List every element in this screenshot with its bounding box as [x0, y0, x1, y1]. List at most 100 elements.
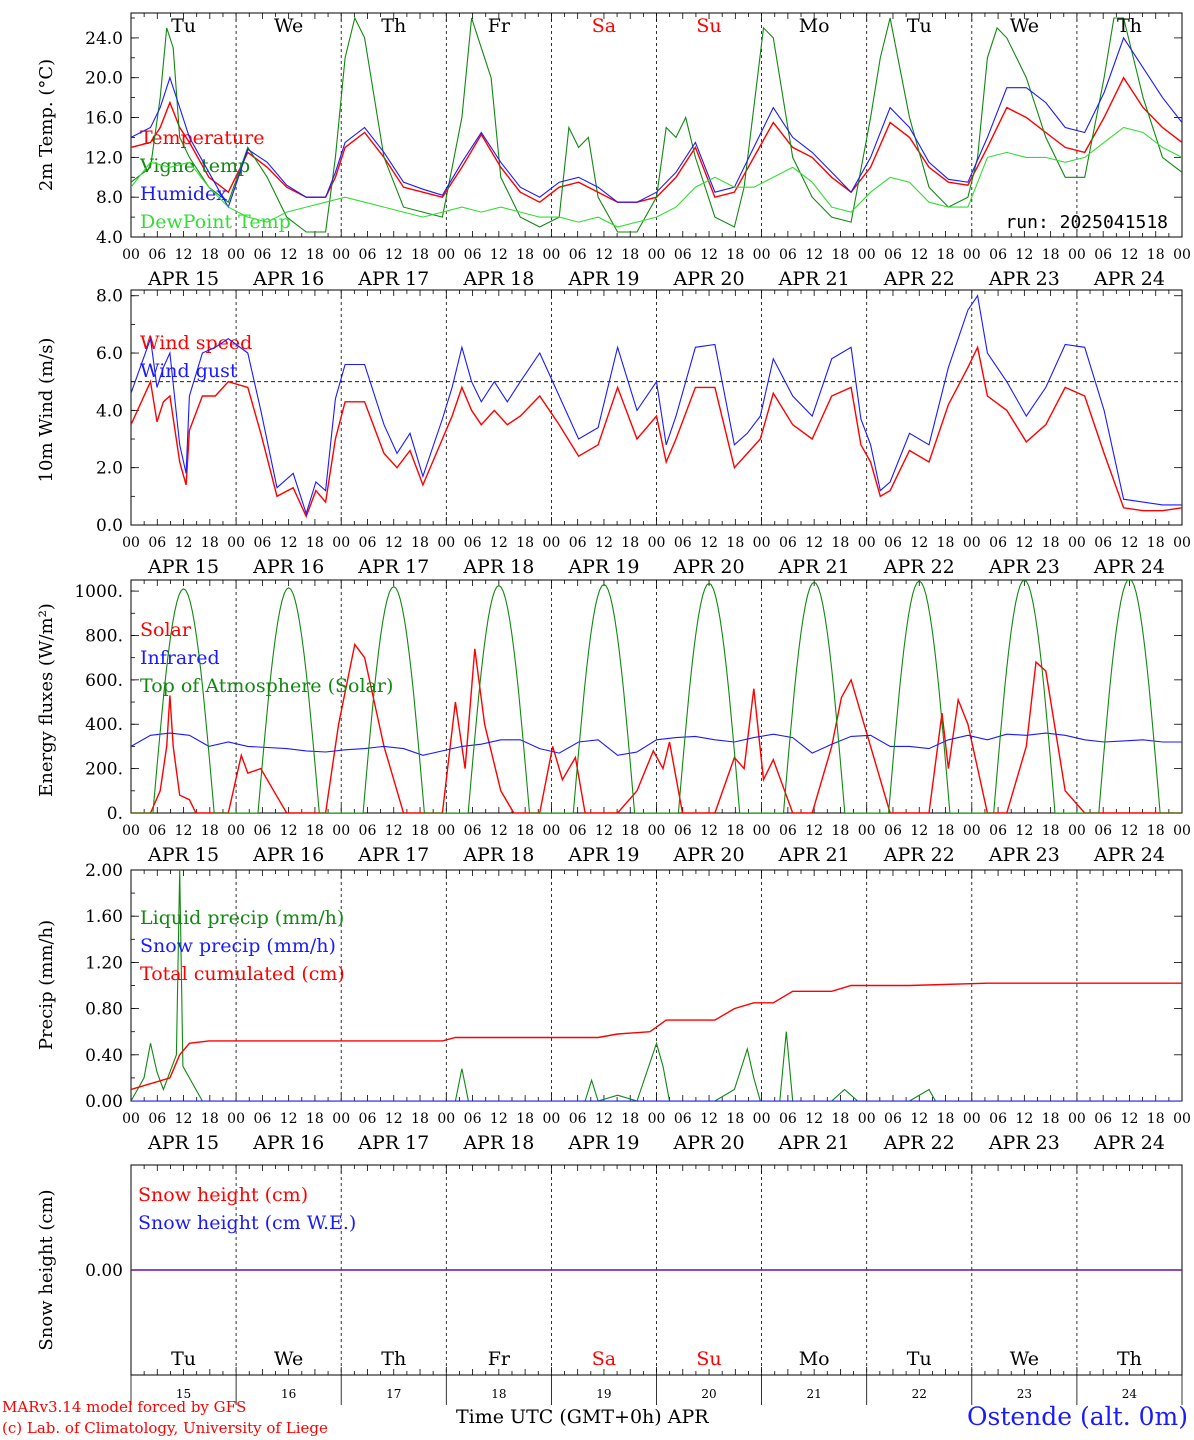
hour-tick-label: 06 [569, 1111, 587, 1127]
hour-tick-label: 06 [253, 247, 271, 263]
hour-tick-label: 06 [569, 823, 587, 839]
panel-3: 0. 200. 400. 600. 800. 1000. Energy fluxes (W/… [36, 579, 1191, 866]
time-axis-label: Time UTC (GMT+0h) APR [456, 1406, 709, 1428]
series-line-vigne-temp [131, 16, 1182, 233]
hour-tick-label: 00 [1068, 823, 1086, 839]
hour-tick-label: 12 [1121, 823, 1139, 839]
legend-entry: Snow height (cm) [138, 1184, 308, 1206]
hour-tick-label: 00 [753, 823, 771, 839]
day-number: 22 [912, 1387, 927, 1401]
day-name: We [1010, 15, 1039, 37]
hour-tick-label: 00 [963, 247, 981, 263]
hour-tick-label: 00 [542, 1111, 560, 1127]
y-tick-label: 0.00 [85, 1261, 123, 1281]
hour-tick-label: 18 [201, 1111, 219, 1127]
hour-tick-label: 00 [122, 247, 140, 263]
date-label: APR 22 [883, 268, 955, 290]
hour-tick-label: 00 [437, 1111, 455, 1127]
y-tick-label: 0.40 [85, 1046, 123, 1066]
y-tick-label: 400. [85, 715, 123, 735]
legend-entry: Total cumulated (cm) [140, 963, 345, 985]
date-label: APR 22 [883, 556, 955, 578]
hour-tick-label: 18 [411, 535, 429, 551]
hour-tick-label: 18 [832, 247, 850, 263]
station-name: Ostende (alt. 0m) [967, 1402, 1188, 1431]
hour-tick-label: 00 [542, 247, 560, 263]
y-axis-label: Snow height (cm) [36, 1189, 57, 1350]
hour-tick-label: 06 [779, 247, 797, 263]
hour-tick-label: 00 [437, 535, 455, 551]
hour-tick-label: 18 [201, 535, 219, 551]
hour-tick-label: 06 [674, 247, 692, 263]
hour-tick-label: 06 [989, 535, 1007, 551]
date-label: APR 22 [883, 1132, 955, 1154]
date-label: APR 21 [778, 1132, 850, 1154]
hour-tick-label: 12 [910, 823, 928, 839]
hour-tick-label: 00 [1068, 1111, 1086, 1127]
hour-tick-label: 06 [1094, 823, 1112, 839]
y-tick-label: 0.80 [85, 1000, 123, 1020]
hour-tick-label: 06 [359, 535, 377, 551]
series-line-infrared [131, 732, 1182, 756]
date-label: APR 16 [252, 844, 324, 866]
hour-tick-label: 12 [805, 535, 823, 551]
hour-tick-label: 00 [332, 535, 350, 551]
hour-tick-label: 12 [175, 247, 193, 263]
hour-tick-label: 12 [1015, 535, 1033, 551]
hour-tick-label: 06 [148, 823, 166, 839]
date-label: APR 19 [567, 268, 639, 290]
y-axis-label: 10m Wind (m/s) [36, 338, 57, 483]
hour-tick-label: 18 [1147, 823, 1165, 839]
panel-1: 4.0 8.0 12.0 16.0 20.0 24.0 2m Temp. (°C) Tempe… [36, 12, 1191, 290]
y-tick-label: 800. [85, 626, 123, 646]
date-label: APR 17 [357, 844, 429, 866]
hour-tick-label: 12 [595, 535, 613, 551]
date-label: APR 16 [252, 268, 324, 290]
y-axis-label: 2m Temp. (°C) [36, 59, 57, 191]
hour-tick-label: 18 [726, 1111, 744, 1127]
series-line-dewpoint-temp [131, 126, 1182, 228]
hour-tick-label: 00 [1173, 1111, 1191, 1127]
date-label: APR 21 [778, 268, 850, 290]
date-label: APR 19 [567, 844, 639, 866]
hour-tick-label: 06 [253, 535, 271, 551]
hour-tick-label: 18 [1147, 1111, 1165, 1127]
day-name: Tu [171, 1348, 196, 1370]
day-name: We [274, 15, 303, 37]
hour-tick-label: 12 [1015, 1111, 1033, 1127]
legend-entry: Humidex [140, 183, 227, 205]
series-line-liquid-precip-mm-h- [131, 870, 1182, 1101]
date-label: APR 20 [673, 556, 745, 578]
date-label: APR 21 [778, 556, 850, 578]
date-label: APR 18 [462, 556, 534, 578]
hour-tick-label: 12 [1121, 535, 1139, 551]
hour-tick-label: 12 [595, 247, 613, 263]
date-label: APR 18 [462, 268, 534, 290]
day-number: 16 [281, 1387, 296, 1401]
hour-tick-label: 12 [1121, 1111, 1139, 1127]
y-tick-label: 16.0 [85, 109, 123, 129]
hour-tick-label: 06 [989, 823, 1007, 839]
date-label: APR 17 [357, 1132, 429, 1154]
hour-tick-label: 12 [805, 823, 823, 839]
hour-tick-label: 18 [1147, 535, 1165, 551]
hour-tick-label: 00 [753, 1111, 771, 1127]
date-label: APR 20 [673, 844, 745, 866]
hour-tick-label: 00 [227, 247, 245, 263]
hour-tick-label: 18 [937, 535, 955, 551]
day-number: 17 [386, 1387, 401, 1401]
hour-tick-label: 00 [542, 823, 560, 839]
legend-entry: Solar [140, 619, 192, 641]
hour-tick-label: 00 [648, 823, 666, 839]
hour-tick-label: 18 [621, 535, 639, 551]
series-line-wind-speed [131, 345, 1182, 519]
day-name: Sa [592, 1348, 616, 1370]
hour-tick-label: 00 [648, 247, 666, 263]
hour-tick-label: 12 [1121, 247, 1139, 263]
hour-tick-label: 12 [490, 823, 508, 839]
hour-tick-label: 18 [726, 247, 744, 263]
y-tick-label: 0. [107, 804, 123, 824]
series-line-total-cumulated-cm- [131, 982, 1182, 1091]
hour-tick-label: 12 [700, 1111, 718, 1127]
date-label: APR 23 [988, 844, 1060, 866]
